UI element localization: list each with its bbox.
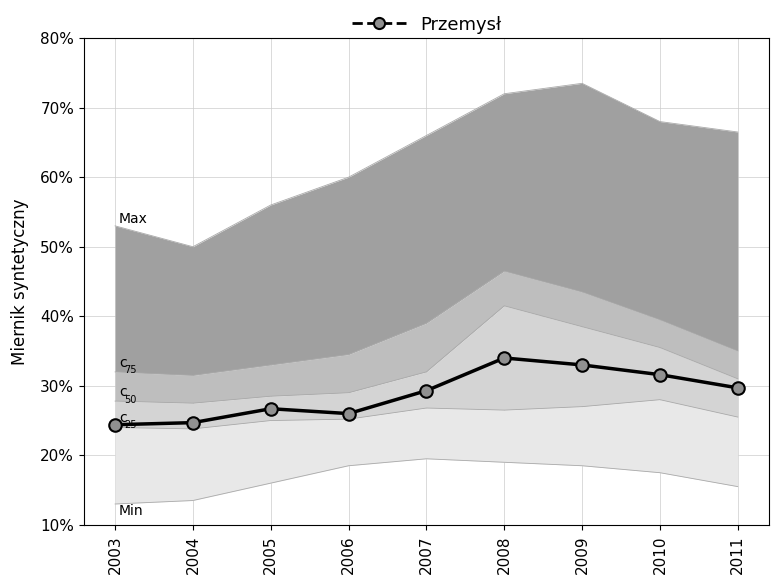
Text: Max: Max — [119, 212, 148, 226]
Text: Min: Min — [119, 504, 144, 518]
Text: 25: 25 — [125, 420, 137, 431]
Text: c: c — [119, 385, 126, 399]
Text: c: c — [119, 411, 126, 425]
Legend: Przemysł: Przemysł — [344, 8, 509, 41]
Text: 50: 50 — [125, 394, 136, 405]
Y-axis label: Miernik syntetyczny: Miernik syntetyczny — [11, 198, 29, 364]
Text: 75: 75 — [125, 366, 137, 376]
Text: c: c — [119, 356, 126, 370]
